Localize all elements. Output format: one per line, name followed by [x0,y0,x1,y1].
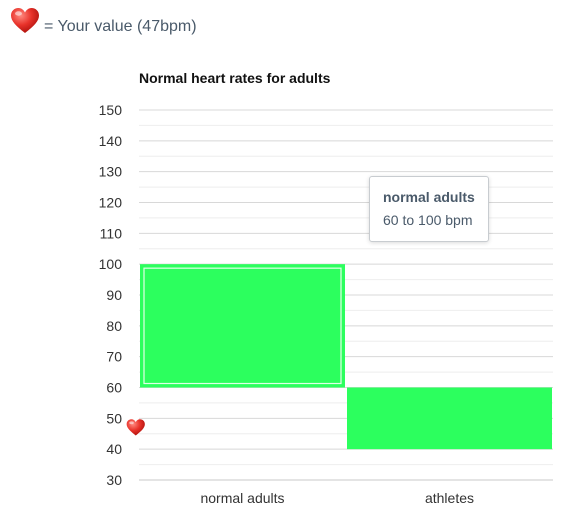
y-tick-label: 90 [106,287,122,303]
tooltip-title: normal adults [383,189,475,205]
y-tick-label: 100 [99,256,123,272]
y-tick-label: 140 [99,133,123,149]
bar-athletes[interactable] [347,387,552,450]
heart-icon [126,419,145,436]
y-tick-label: 30 [106,472,122,488]
y-tick-label: 110 [100,225,123,241]
y-tick-label: 50 [106,410,122,426]
bar-normal-adults[interactable] [140,264,345,388]
y-tick-label: 130 [99,164,123,180]
y-tick-label: 150 [99,102,123,118]
y-axis: 30 40 50 60 70 80 90 100 110 120 130 140 150 [99,102,123,488]
bar-highlight [143,267,342,385]
bars [140,264,552,450]
x-axis: normal adults athletes [200,490,474,506]
x-tick-label: normal adults [200,490,284,506]
your-value-marker [126,419,145,436]
y-tick-label: 80 [106,318,122,334]
y-tick-label: 40 [106,441,122,457]
x-tick-label: athletes [425,490,474,506]
heart-icon [11,8,39,33]
y-tick-label: 120 [99,195,123,211]
legend: = Your value (47bpm) [10,6,197,36]
y-tick-label: 70 [106,349,122,365]
tooltip: normal adults 60 to 100 bpm [369,176,489,242]
tooltip-text: 60 to 100 bpm [383,212,473,228]
legend-text: = Your value (47bpm) [44,18,197,35]
chart-title: Normal heart rates for adults [139,70,331,86]
y-tick-label: 60 [106,380,122,396]
